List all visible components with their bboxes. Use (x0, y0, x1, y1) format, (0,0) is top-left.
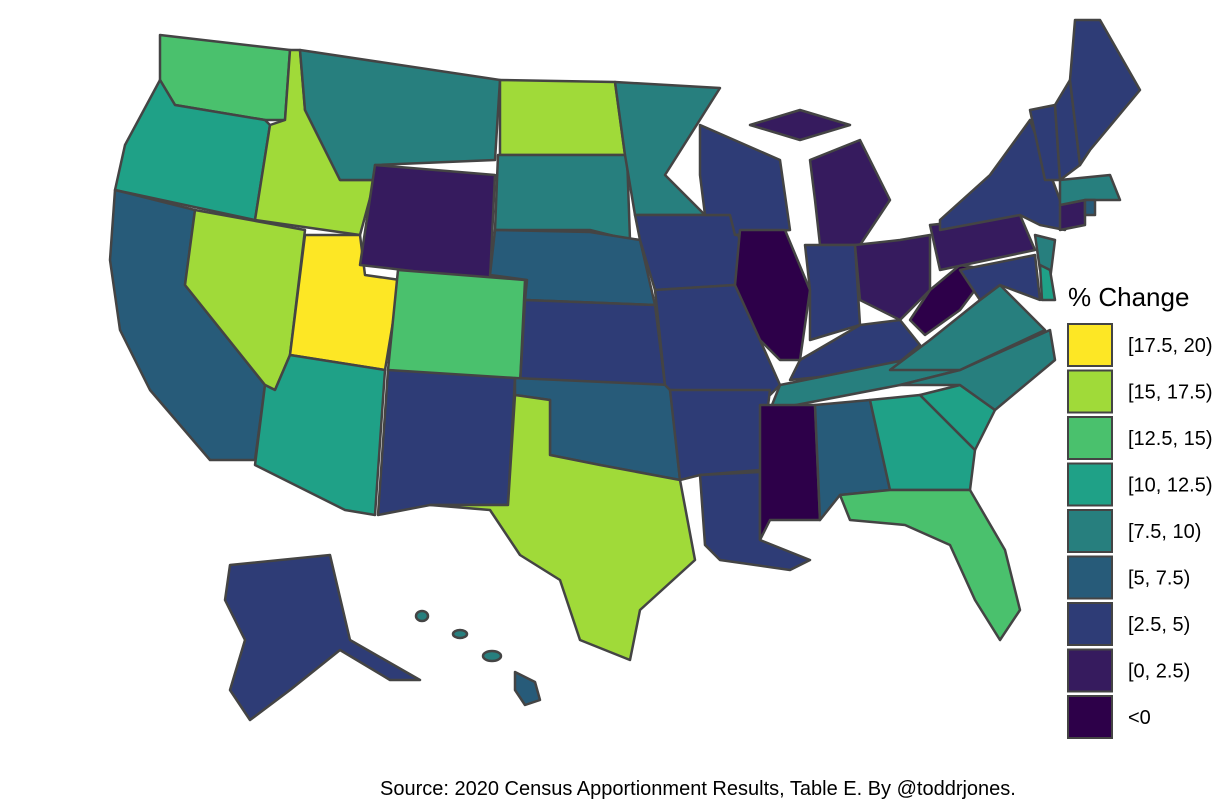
state (376, 368, 517, 517)
state (451, 628, 469, 640)
state (808, 138, 892, 247)
legend-swatch (1067, 695, 1113, 739)
legend-swatch (1067, 323, 1113, 367)
state (481, 649, 503, 663)
state (748, 108, 852, 142)
state (518, 298, 667, 387)
state (838, 488, 1022, 642)
state (698, 123, 792, 237)
state (1038, 263, 1057, 302)
legend-swatch (1067, 369, 1113, 414)
state (498, 78, 627, 157)
legend-label: [17.5, 20) (1128, 335, 1213, 357)
state (958, 253, 1042, 302)
legend-swatch (1067, 602, 1113, 646)
state (223, 553, 422, 722)
state (898, 328, 1057, 412)
legend-swatch (1067, 555, 1113, 600)
legend-title: % Change (1068, 282, 1189, 312)
state (298, 48, 502, 182)
legend-label: [2.5, 5) (1128, 614, 1190, 636)
legend-label: [5, 7.5) (1128, 568, 1190, 590)
state (868, 393, 977, 492)
legend-swatch (1067, 416, 1113, 460)
state (733, 228, 812, 362)
state (1083, 198, 1097, 217)
state (1058, 173, 1122, 207)
legend-label: [0, 2.5) (1128, 661, 1190, 683)
legend-swatch (1067, 509, 1113, 553)
legend: [17.5, 20) [15, 17.5) [12.5, 15) [10, 12.5)… (1067, 323, 1213, 739)
state (386, 268, 527, 387)
state (358, 163, 497, 282)
state (428, 393, 697, 662)
legend-swatch (1067, 648, 1113, 693)
state (668, 388, 772, 482)
legend-label: <0 (1128, 707, 1151, 729)
state (414, 609, 430, 623)
state (513, 670, 542, 707)
state (1068, 18, 1142, 167)
legend-label: [12.5, 15) (1128, 428, 1213, 450)
legend-label: [15, 17.5) (1128, 382, 1213, 404)
state (493, 153, 632, 242)
source-note: Source: 2020 Census Apportionment Result… (380, 778, 1016, 800)
state (803, 243, 862, 342)
legend-label: [7.5, 10) (1128, 521, 1201, 543)
state (758, 403, 822, 542)
states (108, 18, 1142, 722)
legend-label: [10, 12.5) (1128, 475, 1213, 497)
legend-swatch (1067, 462, 1113, 507)
state (253, 353, 387, 517)
